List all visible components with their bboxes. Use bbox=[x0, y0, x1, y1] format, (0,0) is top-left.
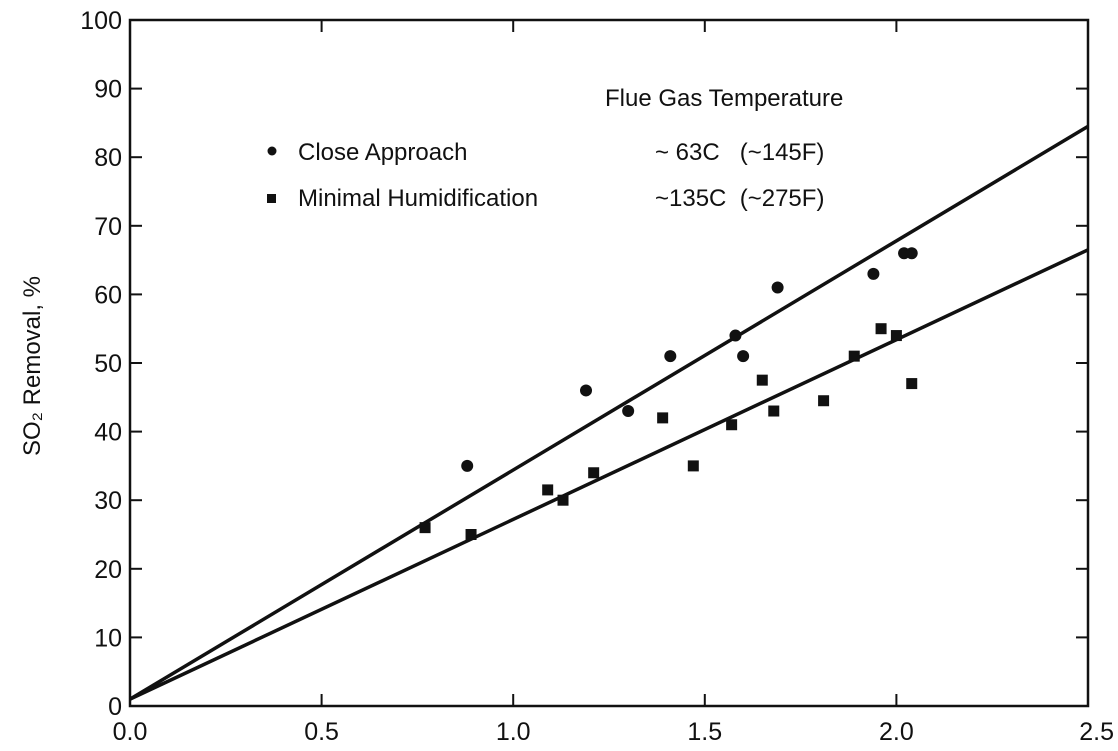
data-points bbox=[419, 247, 918, 540]
data-point-square bbox=[768, 405, 780, 417]
y-tick-label: 20 bbox=[94, 556, 122, 584]
y-tick-label: 50 bbox=[94, 350, 122, 378]
y-tick-label: 0 bbox=[108, 693, 122, 721]
y-tick-label: 60 bbox=[94, 281, 122, 309]
legend-marker-circle bbox=[267, 146, 277, 156]
data-point-square bbox=[419, 522, 431, 534]
x-tick-label: 0.0 bbox=[113, 718, 148, 746]
y-tick-label: 100 bbox=[80, 7, 122, 35]
data-point-square bbox=[906, 378, 918, 390]
data-point-circle bbox=[664, 350, 677, 363]
y-tick-label: 40 bbox=[94, 419, 122, 447]
data-point-square bbox=[465, 529, 477, 540]
legend-temp-close-approach: ~ 63C (~145F) bbox=[655, 139, 824, 166]
data-point-square bbox=[848, 350, 860, 362]
x-tick-label: 1.5 bbox=[687, 718, 722, 746]
data-point-circle bbox=[461, 459, 474, 472]
data-point-square bbox=[557, 494, 569, 506]
data-point-square bbox=[588, 467, 600, 479]
legend-label-close-approach: Close Approach bbox=[298, 139, 467, 166]
data-point-circle bbox=[622, 405, 635, 418]
legend-label-minimal-humidification: Minimal Humidification bbox=[298, 185, 538, 212]
fit-line-square bbox=[129, 248, 1089, 701]
data-point-square bbox=[756, 374, 768, 386]
axis-ticks: 0.0 0.5 1.0 1.5 2.0 2.5 0 10 20 30 40 50 60 70 80 90 100 bbox=[80, 7, 1114, 746]
y-tick-label: 30 bbox=[94, 487, 122, 515]
data-point-square bbox=[687, 460, 699, 472]
y-axis-label: SO₂ Removal, % bbox=[19, 276, 46, 456]
fit-line-circle bbox=[129, 124, 1089, 701]
fit-lines bbox=[129, 124, 1089, 701]
data-point-square bbox=[657, 412, 669, 424]
data-point-square bbox=[542, 484, 554, 496]
y-tick-label: 10 bbox=[94, 624, 122, 652]
data-point-square bbox=[818, 395, 830, 407]
data-point-circle bbox=[905, 247, 918, 260]
data-point-square bbox=[726, 419, 738, 431]
y-tick-label: 80 bbox=[94, 144, 122, 172]
data-point-square bbox=[890, 330, 902, 342]
plot-frame bbox=[128, 18, 1090, 708]
data-point-circle bbox=[867, 267, 880, 280]
x-tick-label: 2.5 bbox=[1079, 718, 1114, 746]
x-tick-label: 0.5 bbox=[304, 718, 339, 746]
legend-header: Flue Gas Temperature bbox=[605, 85, 843, 112]
x-tick-label: 2.0 bbox=[879, 718, 914, 746]
data-point-circle bbox=[729, 329, 742, 342]
y-tick-label: 70 bbox=[94, 213, 122, 241]
x-tick-label: 1.0 bbox=[496, 718, 531, 746]
legend-temp-minimal-humidification: ~135C (~275F) bbox=[655, 185, 824, 212]
legend-marker-square bbox=[267, 194, 276, 203]
data-point-square bbox=[875, 323, 887, 335]
data-point-circle bbox=[737, 350, 750, 363]
data-point-circle bbox=[580, 384, 593, 397]
data-point-circle bbox=[771, 281, 784, 294]
y-tick-label: 90 bbox=[94, 76, 122, 104]
legend: Flue Gas Temperature Close Approach ~ 63… bbox=[267, 85, 843, 212]
